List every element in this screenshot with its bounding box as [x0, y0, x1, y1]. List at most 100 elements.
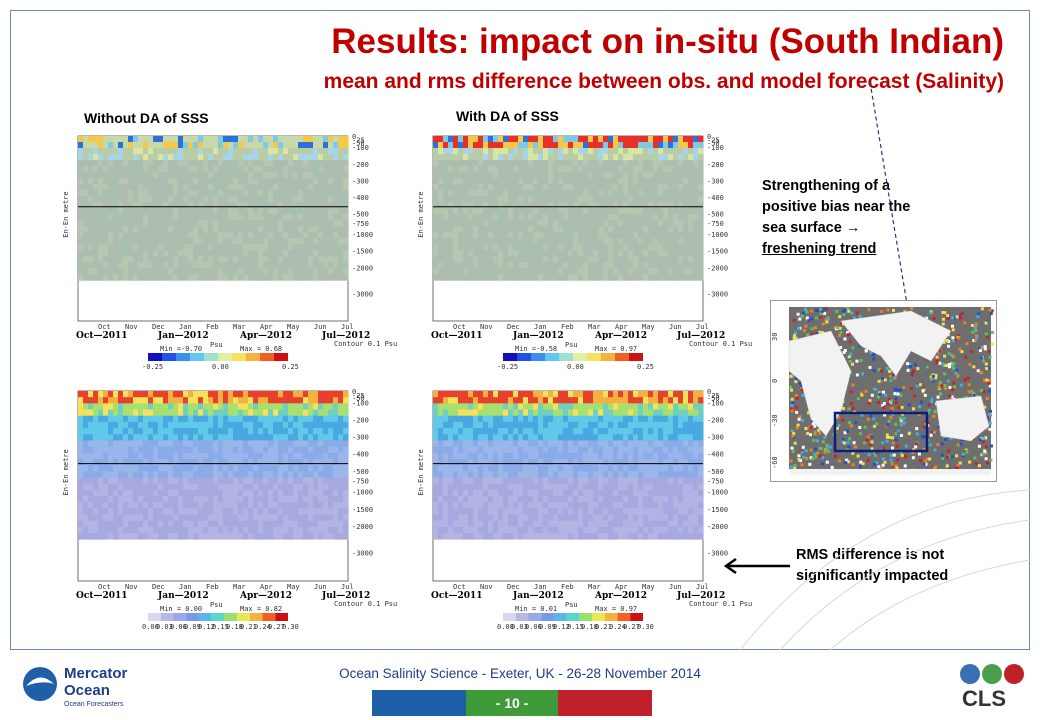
depth-tick: -100: [707, 399, 724, 407]
contour-label: Contour 0.1 Psu: [334, 340, 397, 348]
colorbar-tick: 0.18: [226, 623, 243, 631]
month-tick: Jul: [696, 583, 709, 591]
colorbar-swatch: [275, 613, 288, 621]
colorbar-swatch: [211, 613, 225, 621]
colorbar-swatch: [246, 353, 260, 361]
unit-label: Psu: [210, 601, 223, 609]
colorbar-tick: -0.25: [142, 363, 163, 371]
footer-conference: Ocean Salinity Science - Exeter, UK - 26…: [339, 666, 701, 681]
colorbar-swatch: [173, 613, 187, 621]
date-tick: Jul—2012: [676, 591, 725, 601]
min-label: Min =-0.70: [160, 345, 202, 353]
slide-frame: [10, 10, 1030, 650]
month-tick: Dec: [152, 583, 165, 591]
month-tick: Jun: [314, 583, 327, 591]
colorbar-swatch: [615, 353, 629, 361]
depth-tick: -2000: [352, 523, 373, 531]
colorbar-tick: 0.09: [184, 623, 201, 631]
depth-tick: -3000: [707, 290, 728, 298]
depth-tick: -750: [352, 477, 369, 485]
depth-tick: -50: [352, 395, 365, 403]
colorbar-swatch: [262, 613, 276, 621]
colorbar-swatch: [503, 613, 516, 621]
note-bias-line3: sea surface →: [762, 220, 861, 236]
depth-tick: -25: [707, 392, 720, 400]
month-tick: Nov: [480, 583, 493, 591]
colorbar-swatch: [162, 353, 176, 361]
depth-tick: -1000: [352, 231, 373, 239]
depth-tick: -1000: [707, 231, 728, 239]
month-tick: May: [642, 323, 655, 331]
note-rms: RMS difference is not significantly impa…: [796, 545, 948, 587]
label-without-da: Without DA of SSS: [84, 110, 209, 126]
colorbar-tick: 0.30: [637, 623, 654, 631]
slide-subtitle: mean and rms difference between obs. and…: [323, 70, 1004, 93]
depth-tick: -300: [352, 177, 369, 185]
colorbar-swatch: [515, 613, 529, 621]
colorbar-swatch: [218, 353, 232, 361]
month-tick: Jan: [534, 323, 547, 331]
month-tick: Dec: [507, 583, 520, 591]
depth-tick: -200: [352, 417, 369, 425]
depth-tick: -500: [352, 211, 369, 219]
depth-tick: -200: [707, 161, 724, 169]
depth-tick: -400: [707, 451, 724, 459]
colorbar-swatch: [617, 613, 631, 621]
lat-label-1: 30: [771, 333, 779, 341]
colorbar-tick: 0.27: [623, 623, 640, 631]
date-tick: Apr—2012: [594, 591, 647, 601]
month-tick: Oct: [453, 583, 466, 591]
depth-tick: -200: [352, 161, 369, 169]
note-rms-line1: RMS difference is not: [796, 547, 945, 563]
min-label: Min = 0.01: [515, 605, 557, 613]
y-axis-label: En-En metre: [417, 191, 425, 237]
max-label: Max = 0.97: [595, 345, 637, 353]
month-tick: Jun: [669, 583, 682, 591]
colorbar-swatch: [249, 613, 263, 621]
depth-tick: -3000: [352, 550, 373, 558]
date-tick: Jan—2012: [157, 591, 209, 601]
depth-tick: -400: [707, 194, 724, 202]
colorbar-swatch: [528, 613, 542, 621]
mercator-ocean-logo: Mercator Ocean Ocean Forecasters: [20, 656, 140, 712]
mercator-line2: Ocean: [64, 682, 110, 699]
month-tick: Oct: [98, 323, 111, 331]
month-tick: Dec: [507, 323, 520, 331]
unit-label: Psu: [210, 341, 223, 349]
date-tick: Oct—2011: [431, 331, 483, 341]
colorbar-swatch: [545, 353, 559, 361]
date-tick: Jan—2012: [157, 331, 209, 341]
colorbar-tick: 0.24: [609, 623, 626, 631]
contour-label: Contour 0.1 Psu: [689, 340, 752, 348]
month-tick: Mar: [588, 583, 601, 591]
colorbar-tick: 0.00: [497, 623, 514, 631]
month-tick: Mar: [233, 323, 246, 331]
plot-mean-with-da: 0 -25 -50 -100 -200 -300 -400 -500 -750 -1000 -150…: [415, 130, 755, 375]
colorbar-tick: 0.30: [282, 623, 299, 631]
date-tick: Jul—2012: [321, 331, 370, 341]
depth-tick: 0: [707, 388, 711, 396]
month-tick: Nov: [125, 323, 138, 331]
depth-tick: -50: [707, 395, 720, 403]
footer-bar-blue: [372, 690, 466, 716]
depth-tick: -750: [707, 477, 724, 485]
month-tick: Jan: [179, 323, 192, 331]
date-tick: Jan—2012: [512, 591, 564, 601]
depth-tick: -750: [352, 220, 369, 228]
depth-tick: -1500: [352, 248, 373, 256]
colorbar-swatch: [541, 613, 554, 621]
colorbar-swatch: [566, 613, 580, 621]
colorbar-swatch: [559, 353, 573, 361]
depth-tick: -100: [707, 144, 724, 152]
date-tick: Oct—2011: [431, 591, 483, 601]
colorbar-tick: 0.15: [567, 623, 584, 631]
colorbar-swatch: [198, 613, 212, 621]
colorbar-swatch: [601, 353, 615, 361]
y-axis-label: En-En metre: [62, 191, 70, 237]
note-bias-line1: Strengthening of a: [762, 178, 891, 194]
depth-tick: -500: [707, 211, 724, 219]
depth-tick: -25: [352, 392, 365, 400]
date-tick: Oct—2011: [76, 331, 128, 341]
depth-tick: -50: [707, 139, 720, 147]
month-tick: Jul: [341, 583, 354, 591]
